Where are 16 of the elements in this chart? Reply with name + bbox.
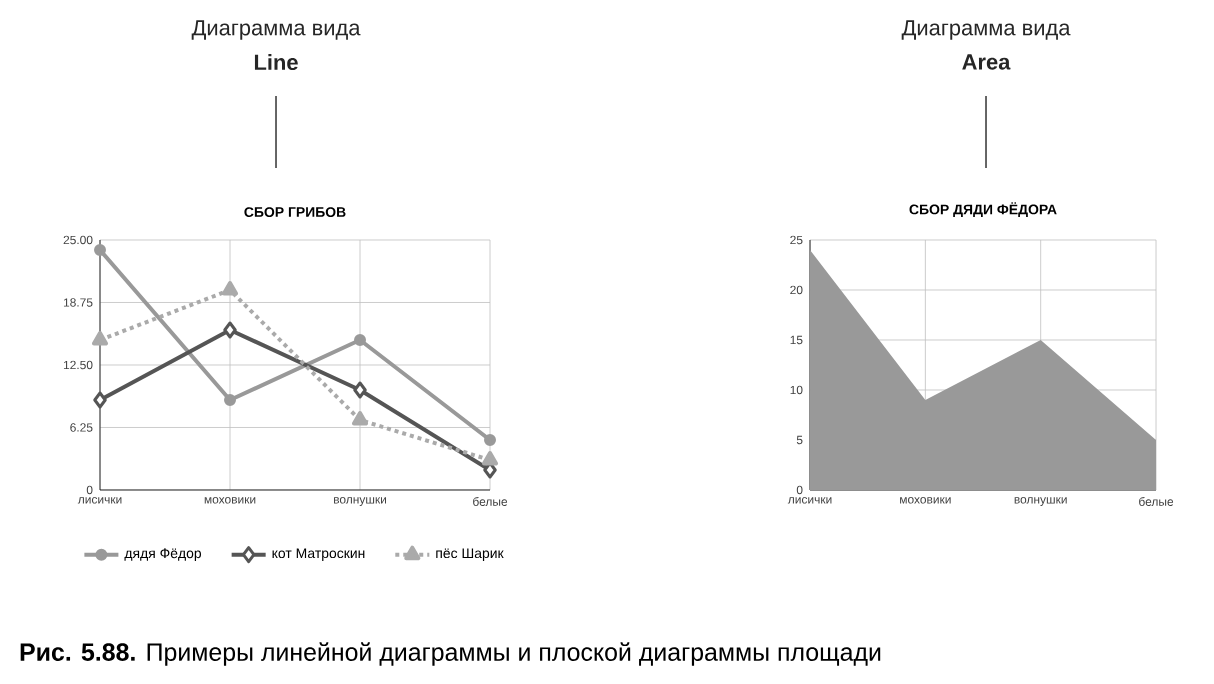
point xyxy=(484,434,496,446)
point xyxy=(351,411,369,426)
point xyxy=(221,281,239,296)
point xyxy=(91,331,109,346)
text: Line xyxy=(254,53,298,71)
point xyxy=(224,394,236,406)
text: Диаграмма вида xyxy=(901,20,1071,40)
point xyxy=(223,321,237,339)
point xyxy=(354,334,366,346)
point xyxy=(94,244,106,256)
text: Рис. 5.88. Примеры линейной диаграммы и плоской диаграммы площади xyxy=(20,642,881,666)
point xyxy=(481,451,499,466)
text: Диаграмма вида xyxy=(191,20,361,40)
point xyxy=(353,381,367,399)
text: Area xyxy=(962,54,1011,70)
point xyxy=(93,391,107,409)
